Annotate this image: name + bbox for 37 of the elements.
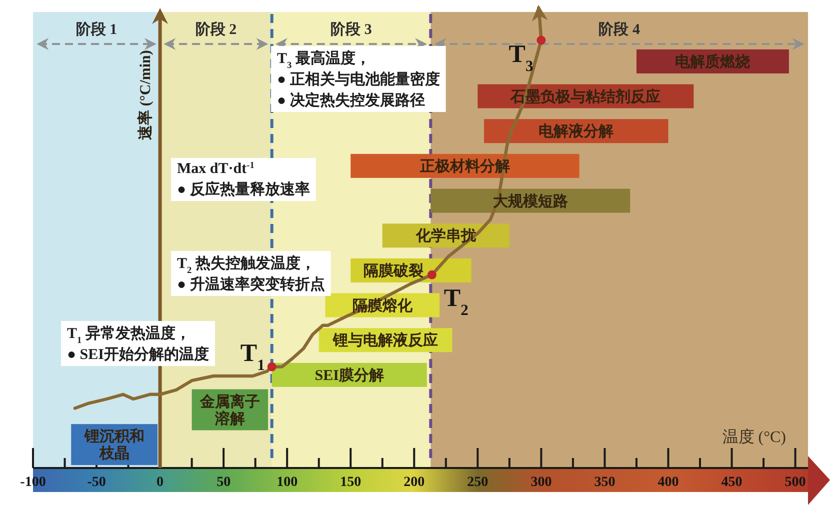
x-tick-label: 400 (658, 475, 679, 490)
x-tick-label: 300 (530, 475, 552, 490)
y-tick-label: 金属离子溶解 (198, 392, 260, 428)
y-tick-label: 化学串扰 (414, 228, 477, 245)
x-tick-label: 500 (784, 475, 806, 490)
annotation: T$_{3}$ 最高温度， ● 正相关与电池能量密度 ● 决定热失控发展路径 (277, 49, 440, 109)
y-tick-label: 大规模短路 (492, 192, 568, 210)
x-axis-title: 温度 (°C) (722, 428, 786, 446)
x-tick-label: 250 (467, 475, 488, 490)
x-tick-label: -50 (87, 475, 106, 490)
y-tick-label: 电解质燃烧 (675, 53, 750, 70)
band-label: 阶段 2 (195, 21, 237, 38)
y-tick-label: SEI膜分解 (314, 366, 384, 384)
x-tick-label: 150 (340, 475, 362, 490)
y-tick-label: 电解液分解 (538, 122, 614, 140)
x-tick-label: 450 (721, 475, 742, 490)
y-tick-label: 锂与电解液反应 (332, 331, 438, 350)
y-tick-label: 锂沉积和枝晶 (83, 428, 144, 462)
x-tick-label: 0 (156, 475, 164, 490)
annotation: T$_{1}$ 异常发热温度， ● SEI开始分解的温度 (67, 324, 209, 363)
x-tick-label: 50 (216, 475, 231, 490)
band-label: 阶段 3 (330, 21, 372, 38)
annotation: T$_{2}$ 热失控触发温度， ● 升温速率突变转折点 (177, 254, 325, 293)
annotation: Max dT·dt$^{-1}$ ● 反应热量释放速率 (177, 161, 310, 198)
y-tick-label: 石墨负极与粘结剂反应 (510, 87, 661, 106)
annotation: T$_{1}$ (240, 340, 265, 374)
x-tick-label: 350 (594, 475, 616, 490)
annotation: T$_{3}$ (508, 41, 534, 75)
x-tick-label: 200 (404, 475, 425, 490)
annotation: T$_{2}$ (444, 284, 469, 318)
band-label: 阶段 1 (76, 21, 118, 38)
y-axis-title: 速率 (°C/min) (136, 50, 154, 140)
x-tick-label: -100 (20, 475, 46, 490)
band-label: 阶段 4 (598, 21, 640, 38)
x-tick-label: 100 (276, 475, 298, 490)
y-tick-label: 正极材料分解 (418, 158, 510, 175)
y-tick-label: 隔膜破裂 (363, 262, 424, 280)
